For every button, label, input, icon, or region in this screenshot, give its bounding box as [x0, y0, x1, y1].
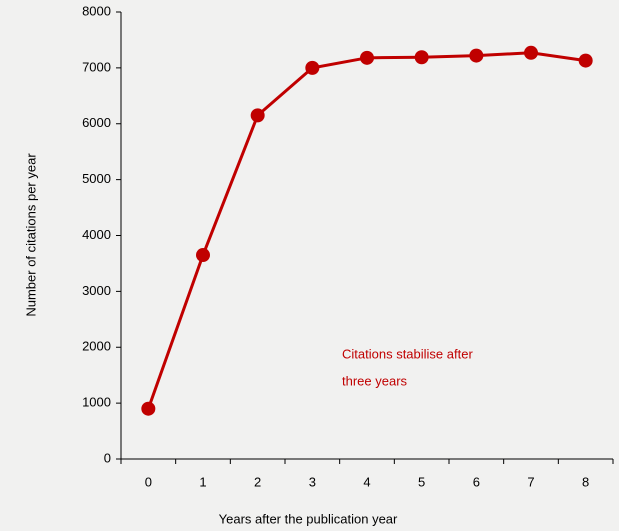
data-point — [360, 50, 374, 65]
y-tick-label: 7000 — [82, 59, 111, 74]
x-tick-label: 2 — [254, 474, 261, 489]
y-tick-label: 2000 — [82, 339, 111, 354]
data-point — [524, 45, 538, 60]
data-point — [305, 60, 320, 75]
x-tick-label: 3 — [309, 474, 316, 489]
x-tick-label: 6 — [473, 474, 480, 489]
data-point — [414, 50, 429, 65]
y-tick-label: 3000 — [82, 283, 111, 298]
x-tick-label: 4 — [363, 474, 370, 489]
data-point — [141, 401, 156, 416]
y-tick-label: 0 — [104, 450, 111, 465]
data-point — [578, 53, 593, 68]
annotation: Citations stabilise after — [342, 346, 473, 361]
y-tick-label: 4000 — [82, 227, 111, 242]
y-tick-label: 1000 — [82, 395, 111, 410]
y-tick-label: 8000 — [82, 3, 111, 18]
x-tick-label: 0 — [145, 474, 152, 489]
data-point — [469, 48, 484, 63]
x-axis-label: Years after the publication year — [219, 511, 398, 526]
x-tick-label: 1 — [199, 474, 206, 489]
y-tick-label: 6000 — [82, 115, 111, 130]
annotation: three years — [342, 373, 408, 388]
data-point — [250, 108, 265, 123]
y-axis-label: Number of citations per year — [23, 153, 38, 317]
data-point — [196, 248, 210, 263]
y-tick-label: 5000 — [82, 171, 111, 186]
x-tick-label: 8 — [582, 474, 589, 489]
x-tick-label: 7 — [527, 474, 534, 489]
x-tick-label: 5 — [418, 474, 425, 489]
